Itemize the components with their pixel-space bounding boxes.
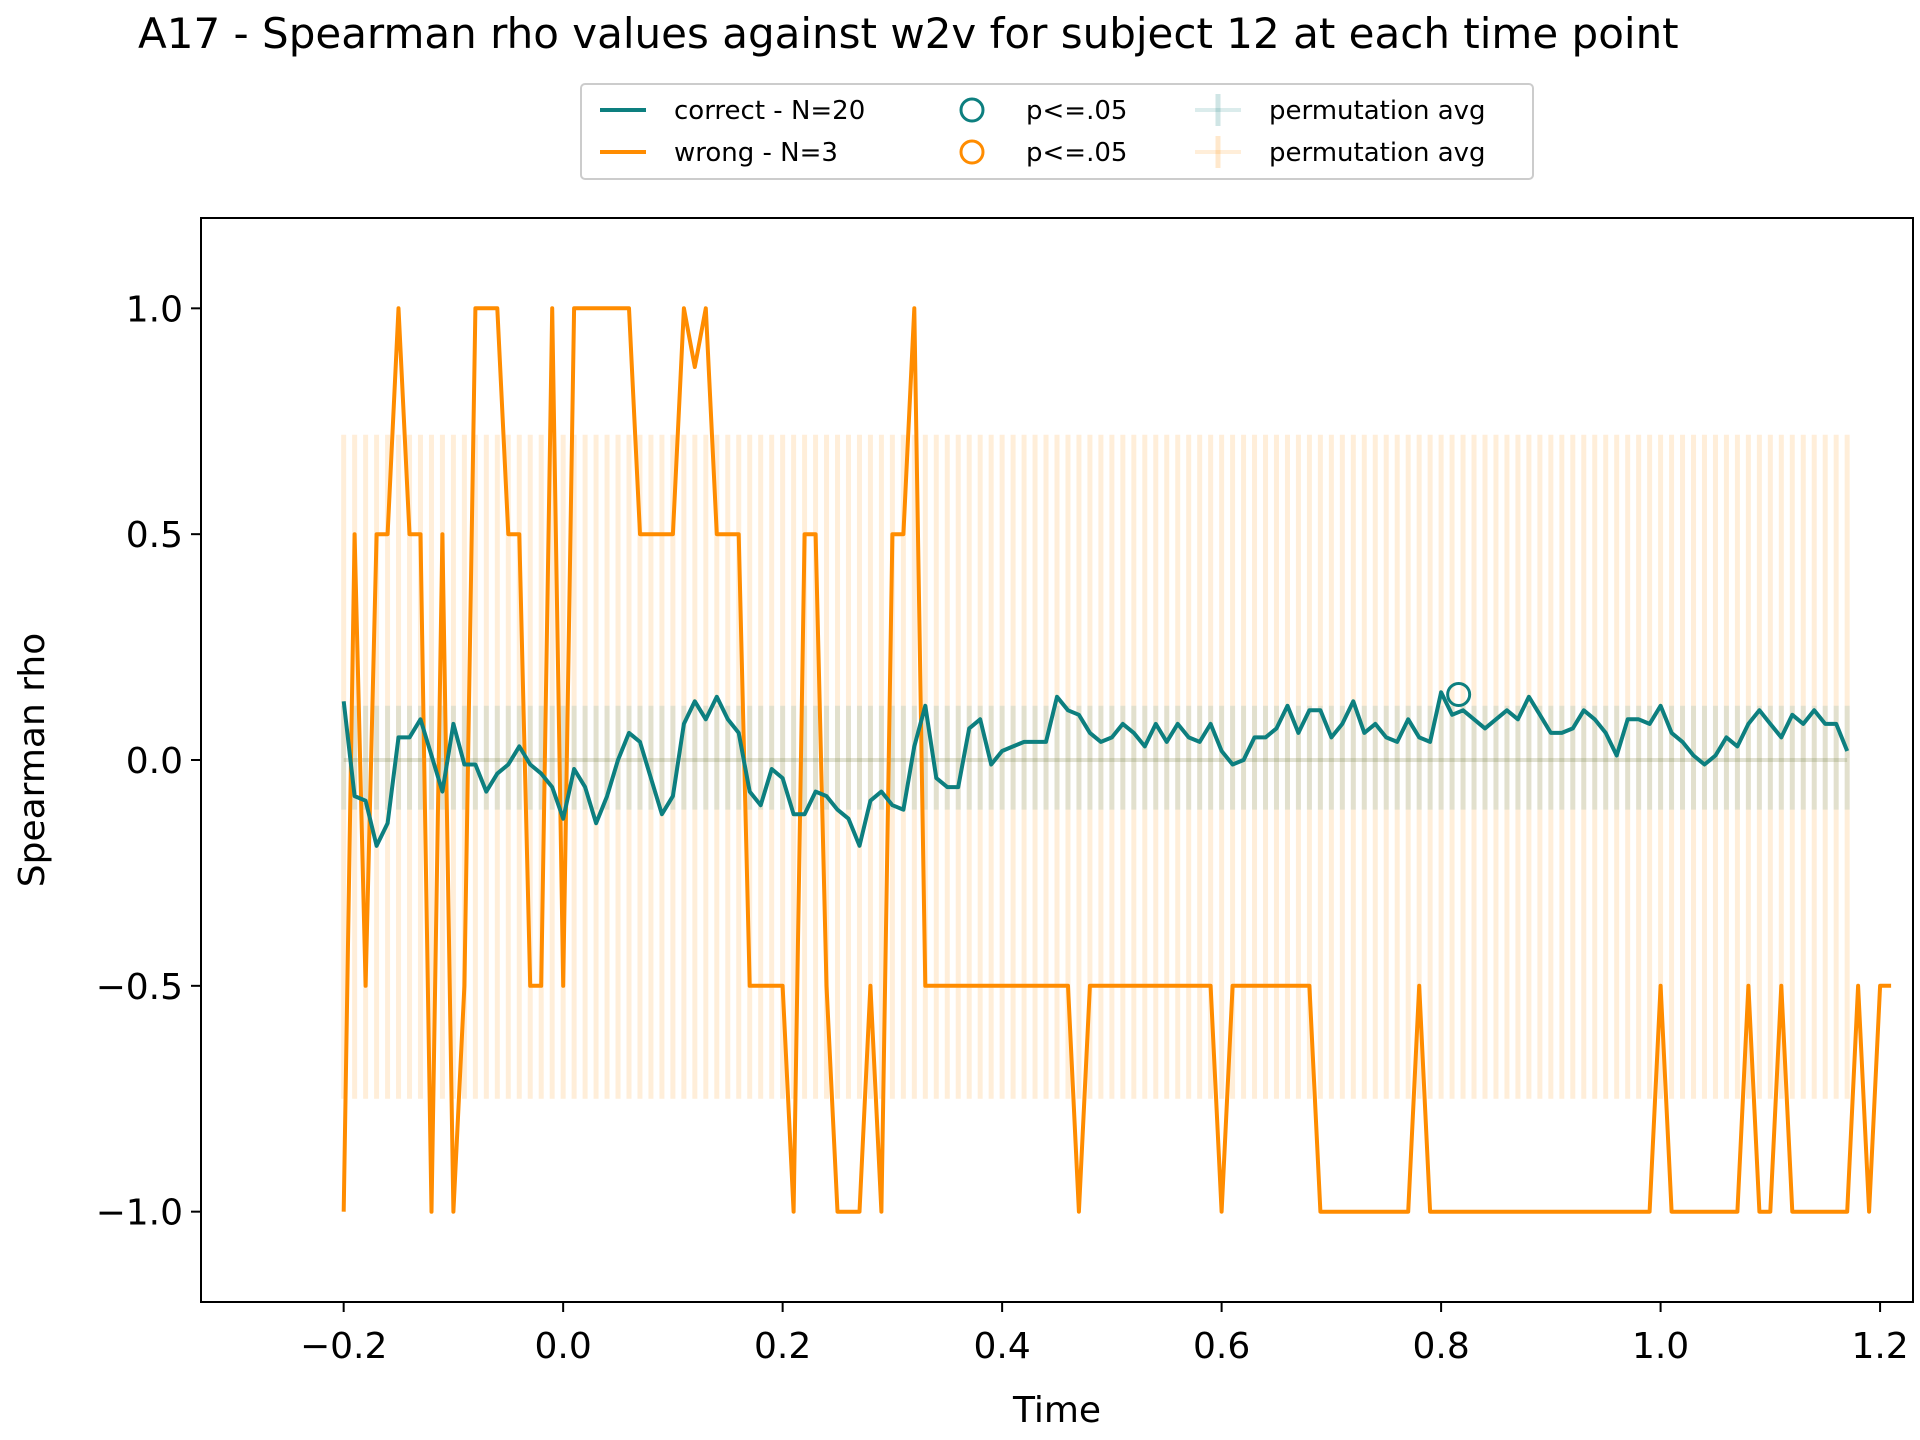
x-axis-label: Time xyxy=(1012,1390,1101,1431)
legend-marker-swatch xyxy=(959,139,985,165)
legend-label: wrong - N=3 xyxy=(674,138,838,168)
legend-box xyxy=(580,83,1534,180)
x-tick-label: −0.2 xyxy=(300,1326,387,1367)
significance-marker xyxy=(1446,682,1472,708)
legend: correct - N=20 wrong - N=3 p<=.05 p<=.05 per… xyxy=(580,83,1534,180)
y-tick-label: −0.5 xyxy=(96,967,183,1008)
y-tick-label: −1.0 xyxy=(96,1193,183,1234)
significance-markers xyxy=(1446,682,1472,708)
legend-label: permutation avg xyxy=(1269,96,1486,126)
y-tick-label: 0.0 xyxy=(126,741,183,782)
permutation-bars xyxy=(341,434,1850,1099)
y-ticks: 1.0 0.5 0.0 −0.5 −1.0 xyxy=(96,289,201,1234)
x-tick-label: 1.0 xyxy=(1632,1326,1689,1367)
legend-label: p<=.05 xyxy=(1026,96,1127,126)
x-tick-label: 1.2 xyxy=(1851,1326,1908,1367)
series-line-correct xyxy=(341,690,1850,848)
x-tick-label: 0.0 xyxy=(535,1326,592,1367)
legend-label: p<=.05 xyxy=(1026,138,1127,168)
y-tick-label: 0.5 xyxy=(126,515,183,556)
series-lines xyxy=(341,306,1892,1214)
series-line-wrong xyxy=(341,306,1892,1214)
legend-label: correct - N=20 xyxy=(674,96,865,126)
legend-label: permutation avg xyxy=(1269,138,1486,168)
x-tick-label: 0.8 xyxy=(1412,1326,1469,1367)
y-axis-label: Spearman rho xyxy=(12,633,53,887)
chart-title: A17 - Spearman rho values against w2v fo… xyxy=(138,9,1679,58)
x-tick-label: 0.6 xyxy=(1193,1326,1250,1367)
x-tick-label: 0.4 xyxy=(973,1326,1030,1367)
legend-marker-swatch xyxy=(959,97,985,123)
y-tick-label: 1.0 xyxy=(126,289,183,330)
x-ticks: −0.2 0.0 0.2 0.4 0.6 0.8 1.0 1.2 xyxy=(300,1302,1909,1367)
plot-area xyxy=(341,306,1892,1214)
x-tick-label: 0.2 xyxy=(754,1326,811,1367)
